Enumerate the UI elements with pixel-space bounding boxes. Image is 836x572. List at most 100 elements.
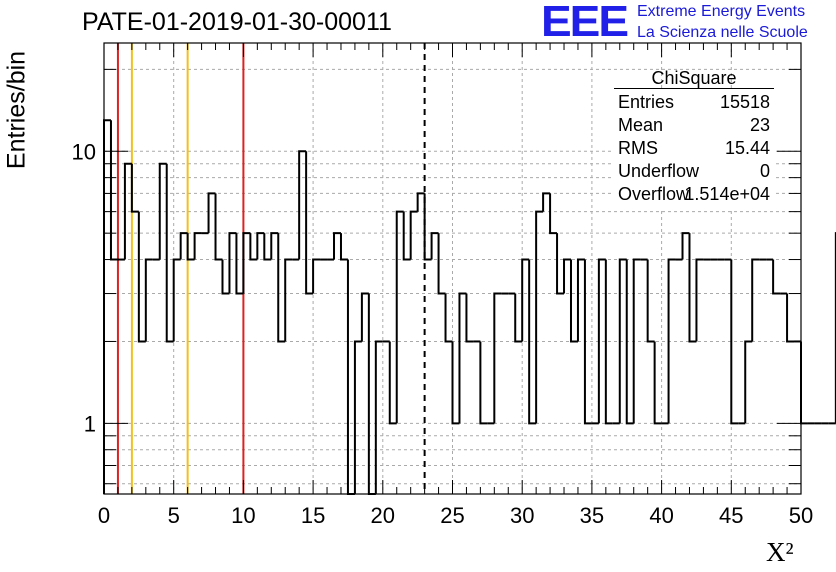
histogram-bin — [242, 232, 251, 294]
histogram-bin — [430, 232, 439, 260]
histogram-bin — [625, 259, 634, 425]
histogram-bin — [298, 150, 307, 260]
histogram-bin — [772, 259, 781, 295]
histogram-bin — [103, 119, 111, 494]
x-tick-label: 20 — [371, 503, 395, 528]
histogram-bin — [423, 193, 432, 261]
histogram-bin — [374, 340, 383, 494]
histogram-bin — [751, 258, 760, 342]
x-tick-label: 10 — [231, 503, 255, 528]
y-axis-label-box: Entries/bin — [2, 40, 32, 180]
histogram-bin — [535, 210, 544, 424]
x-tick-label: 25 — [440, 503, 464, 528]
x-tick-label: 40 — [649, 503, 673, 528]
histogram-bin — [744, 340, 753, 424]
histogram-bin — [305, 151, 314, 295]
x-tick-label: 30 — [510, 503, 534, 528]
histogram-bin — [528, 259, 537, 425]
histogram-bin — [542, 192, 551, 212]
histogram-bin — [333, 232, 341, 260]
stats-key: Entries — [618, 92, 675, 112]
histogram-bin — [563, 258, 571, 294]
histogram-bin — [402, 211, 411, 261]
histogram-bin — [549, 193, 558, 235]
histogram-bin — [556, 233, 565, 295]
histogram-bin — [137, 211, 146, 343]
stats-divider — [614, 88, 774, 89]
x-tick-label: 50 — [789, 503, 813, 528]
histogram-bin — [576, 258, 585, 342]
histogram-bin — [165, 163, 174, 343]
histogram-bin — [458, 292, 467, 424]
stats-value: 23 — [749, 115, 770, 135]
histogram-bin — [353, 340, 362, 494]
histogram-bin — [646, 259, 655, 343]
stats-value: 0 — [759, 161, 770, 181]
stats-title: ChiSquare — [651, 68, 737, 88]
histogram-bin — [437, 233, 446, 295]
stats-value: 1.514e+04 — [684, 184, 770, 204]
x-tick-label: 45 — [719, 503, 743, 528]
histogram-bin — [312, 258, 321, 294]
histogram-bin — [130, 163, 139, 213]
stats-key: Mean — [618, 115, 664, 135]
histogram-bin — [583, 259, 592, 425]
x-tick-label: 5 — [168, 503, 180, 528]
histogram-bin — [395, 210, 404, 424]
histogram-bin — [493, 292, 502, 424]
histogram-bin — [360, 292, 369, 342]
stats-value: 15.44 — [724, 138, 770, 158]
histogram-bin — [618, 258, 627, 424]
histogram-bin — [270, 232, 279, 260]
logo-tagline-2: La Scienza nelle Scuole — [637, 24, 808, 41]
histogram-bin — [681, 232, 690, 260]
histogram-bin — [409, 210, 418, 260]
y-tick-label: 1 — [84, 411, 96, 436]
logo-tagline-1: Extreme Energy Events — [637, 3, 806, 20]
stats-key: RMS — [618, 138, 658, 158]
histogram-bin — [109, 120, 118, 261]
histogram-bin — [479, 341, 488, 425]
histogram-bin — [277, 233, 286, 343]
histogram-bin — [388, 341, 397, 425]
x-tick-label: 15 — [301, 503, 325, 528]
histogram-bin — [653, 341, 662, 425]
histogram-bin — [179, 232, 188, 260]
x-tick-label: 0 — [98, 503, 110, 528]
histogram-bin — [367, 293, 376, 495]
histogram-bin — [730, 259, 739, 425]
histogram-bin — [193, 232, 202, 260]
histogram-bin — [123, 162, 132, 260]
histogram-bin — [214, 193, 223, 261]
histogram-bin — [339, 233, 348, 261]
histogram-bin — [514, 293, 523, 343]
histogram-bin — [284, 258, 293, 342]
histogram-bin — [346, 259, 355, 495]
histogram-bin — [221, 259, 230, 295]
histogram-bin — [256, 232, 265, 260]
x-axis-label: X² — [766, 537, 794, 567]
y-axis-label: Entries/bin — [2, 50, 31, 170]
histogram-bin — [263, 233, 272, 261]
histogram-bin — [416, 192, 425, 212]
eee-logo: EEE — [541, 0, 629, 46]
histogram-bin — [695, 258, 704, 342]
histogram-bin — [465, 293, 474, 343]
stats-key: Underflow — [618, 161, 700, 181]
histogram-bin — [667, 258, 676, 424]
histogram-bin — [597, 258, 606, 424]
x-tick-label: 35 — [580, 503, 604, 528]
stats-key: Overflow — [618, 184, 690, 204]
histogram-bin — [144, 258, 153, 342]
chart-title: PATE-01-2019-01-30-00011 — [82, 8, 392, 36]
histogram-bin — [521, 258, 530, 342]
histogram-bin — [786, 293, 795, 343]
histogram-bin — [604, 259, 613, 425]
stats-value: 15518 — [719, 92, 770, 112]
stats-box: ChiSquare Entries 15518 Mean 23 RMS 15.4… — [614, 68, 774, 208]
histogram-bin — [688, 233, 697, 343]
histogram-bin — [235, 233, 244, 295]
histogram-bin — [569, 259, 578, 343]
